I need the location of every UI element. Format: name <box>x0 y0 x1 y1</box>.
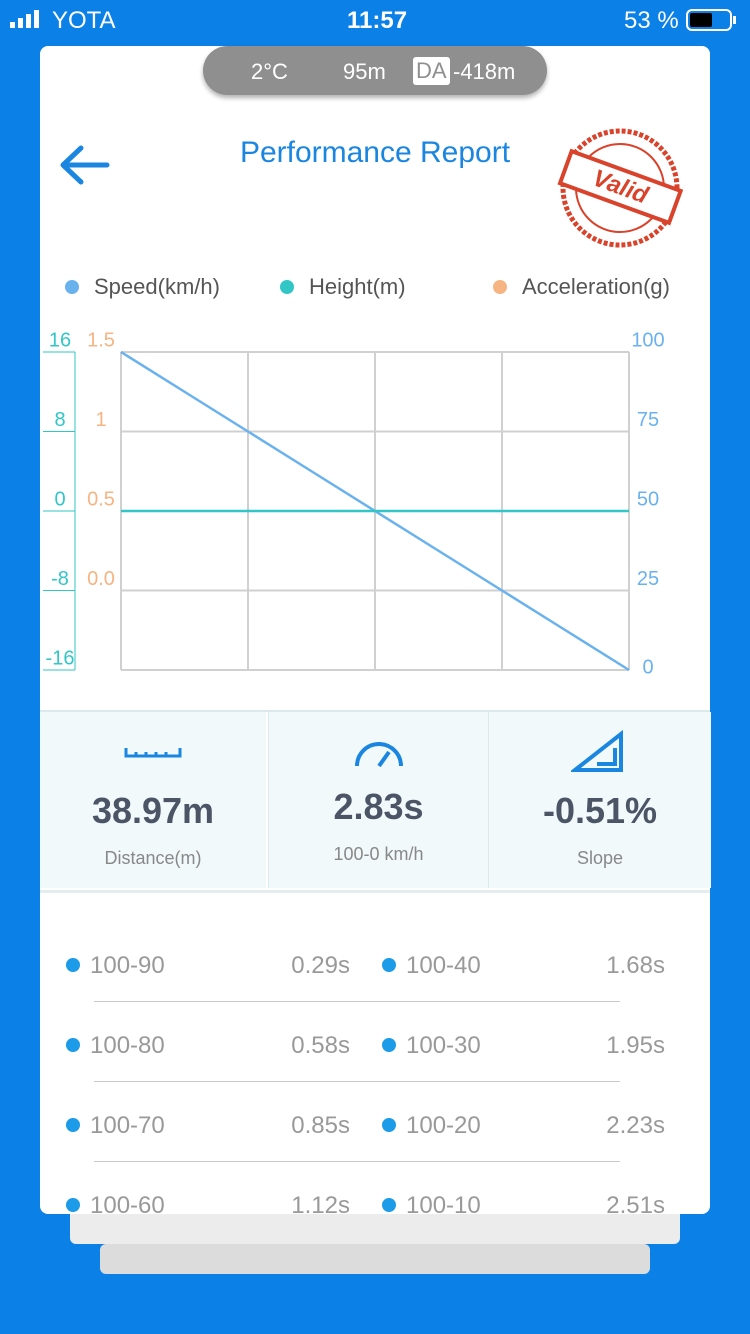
y2-tick-label: 0 <box>642 656 653 678</box>
density-altitude: -418m <box>453 59 516 84</box>
split-time: 0.58s <box>291 1032 350 1059</box>
row-separator <box>94 1081 620 1082</box>
tray-2 <box>100 1244 650 1274</box>
y-tick-label: 16 <box>49 329 71 351</box>
chart: Speed(km/h) Height(m) Acceleration(g) 16 8 0 -… <box>43 274 670 678</box>
split-dot <box>66 1038 80 1052</box>
clock: 11:57 <box>347 7 408 34</box>
carrier: YOTA <box>52 7 116 34</box>
split-dot <box>66 1118 80 1132</box>
stat-slope: -0.51% Slope <box>488 712 711 888</box>
y3-tick-label: 1.5 <box>87 329 115 351</box>
split-time: 0.29s <box>291 952 350 979</box>
signal-icon <box>10 10 39 28</box>
altitude: 95m <box>343 59 386 84</box>
gauge-icon <box>355 742 403 768</box>
split-time: 2.23s <box>606 1112 665 1139</box>
stat-label: 100-0 km/h <box>333 844 424 864</box>
split-range: 100-40 <box>406 952 481 979</box>
split-time: 1.12s <box>291 1192 350 1214</box>
legend-dot <box>280 280 294 294</box>
status-bar: YOTA 11:57 53 % <box>0 0 750 40</box>
stat-distance: 38.97m Distance(m) <box>40 712 266 888</box>
y-tick-label: 8 <box>54 409 65 431</box>
divider <box>40 710 710 712</box>
slope-icon <box>571 729 623 772</box>
y-tick-label: -8 <box>51 568 69 590</box>
stat-label: Distance(m) <box>104 848 202 868</box>
legend-dot <box>493 280 507 294</box>
row-separator <box>94 1161 620 1162</box>
split-dot <box>66 1198 80 1212</box>
y-tick-label: -16 <box>46 647 75 669</box>
row-separator <box>94 1001 620 1002</box>
legend-label: Speed(km/h) <box>94 274 220 299</box>
split-dot <box>66 958 80 972</box>
battery-text: 53 % <box>624 7 679 34</box>
split-time: 2.51s <box>606 1192 665 1214</box>
split-time: 1.95s <box>606 1032 665 1059</box>
split-table: 100-90 0.29s 100-40 1.68s 100-80 0.58s 100-30 1… <box>40 890 710 1214</box>
battery-icon <box>686 9 736 31</box>
page-title: Performance Report <box>239 136 511 169</box>
split-range: 100-10 <box>406 1192 481 1214</box>
y2-tick-label: 50 <box>637 488 659 510</box>
y3-tick-label: 1 <box>95 409 106 431</box>
split-time: 0.85s <box>291 1112 350 1139</box>
y3-tick-label: 0.0 <box>87 568 115 590</box>
split-range: 100-60 <box>90 1192 165 1214</box>
split-range: 100-90 <box>90 952 165 979</box>
valid-stamp: Valid <box>557 128 684 248</box>
da-badge: DA <box>413 57 450 85</box>
split-range: 100-30 <box>406 1032 481 1059</box>
split-range: 100-80 <box>90 1032 165 1059</box>
stat-time: 2.83s 100-0 km/h <box>268 712 488 888</box>
split-dot <box>382 1038 396 1052</box>
y-tick-label: 0 <box>54 488 65 510</box>
temperature: 2°C <box>251 59 288 84</box>
y2-tick-label: 100 <box>631 329 664 351</box>
legend-label: Acceleration(g) <box>522 274 670 299</box>
split-dot <box>382 1118 396 1132</box>
ruler-icon <box>124 748 182 758</box>
y2-tick-label: 75 <box>637 409 659 431</box>
back-button[interactable] <box>55 140 115 190</box>
split-dot <box>382 1198 396 1212</box>
stat-label: Slope <box>576 848 624 868</box>
y2-tick-label: 25 <box>637 568 659 590</box>
divider <box>40 890 710 893</box>
split-range: 100-20 <box>406 1112 481 1139</box>
stat-value: -0.51% <box>542 790 658 831</box>
stat-value: 38.97m <box>91 790 215 831</box>
split-range: 100-70 <box>90 1112 165 1139</box>
legend-label: Height(m) <box>309 274 406 299</box>
split-dot <box>382 958 396 972</box>
stat-value: 2.83s <box>333 786 424 827</box>
conditions-pill: 2°C 95m DA -418m <box>203 46 547 95</box>
y3-tick-label: 0.5 <box>87 488 115 510</box>
legend-dot <box>65 280 79 294</box>
split-time: 1.68s <box>606 952 665 979</box>
